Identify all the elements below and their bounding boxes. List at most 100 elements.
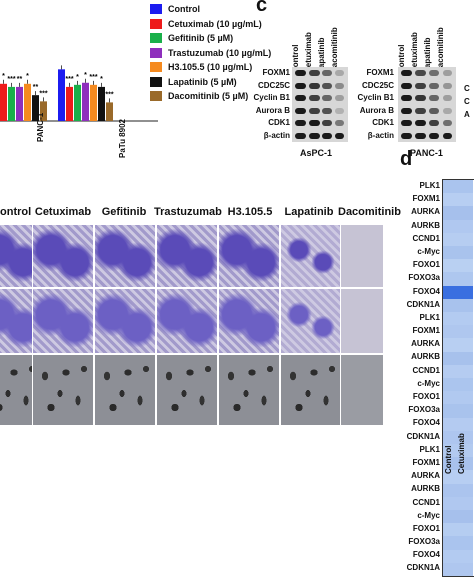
blot-row [398,117,456,130]
heatmap-cell [443,510,473,524]
gene-label: AURKB [411,484,440,494]
x-tick-patu8902: PaTu 8902 [118,119,127,158]
heatmap-cell [443,364,473,378]
heatmap-cell [443,338,473,352]
col-label-gefitinib: Gefitinib [101,206,147,218]
significance-mark: *** [65,76,73,83]
legend-item: H3.105.5 (10 µg/mL) [150,60,300,75]
bar-panc1-1 [0,83,7,121]
heatmap-cell [443,430,473,444]
gene-label: FOXO1 [412,523,440,533]
gene-label: FOXO4 [412,550,440,560]
bar-panc1-5 [32,95,39,121]
significance-mark: * [84,72,87,79]
gene-label: PLK1 [419,312,440,322]
heatmap-cell [443,246,473,260]
legend-item: Control [150,2,300,17]
protein-label: β-actin [367,130,394,140]
legend-item: Trastuzumab (10 µg/mL) [150,46,300,61]
legend-label: Gefitinib (5 µM) [168,33,234,44]
significance-mark: *** [89,74,97,81]
gene-label: FOXM1 [412,194,440,204]
gene-label: c-Myc [417,510,440,520]
heatmap-cell [443,325,473,339]
bar-panc1-2 [8,86,15,121]
legend-label: Lapatinib (5 µM) [168,76,237,87]
bar-patu8902-3 [82,82,89,121]
blot-row [292,104,348,117]
significance-mark: * [26,73,29,80]
microscopy-tile [280,354,342,426]
heatmap-cell [443,180,473,194]
significance-mark: ** [33,84,39,91]
legend-item: Lapatinib (5 µM) [150,75,300,90]
bar-panc1-6 [40,101,47,121]
col-label-lapatinib: Lapatinib [284,206,334,218]
heatmap-cell [443,523,473,537]
blot-row [398,129,456,142]
protein-label: Aurora B [255,105,290,115]
protein-label: CDC25C [257,80,290,90]
heatmap-cell [443,483,473,497]
legend-item: Dacomitinib (5 µM) [150,89,300,104]
heatmap-cell [443,285,473,299]
gene-label: PLK1 [419,444,440,454]
protein-label: FOXM1 [366,68,394,77]
gene-label: c-Myc [417,378,440,388]
heatmap-cell [443,219,473,233]
legend-swatch [150,33,162,44]
significance-mark: * [2,73,5,80]
legend-label: Trastuzumab (10 µg/mL) [168,47,272,58]
cutoff-label: C [464,84,470,93]
significance-mark: *** [39,90,47,97]
microscopy-tile [32,224,94,288]
blot-row [292,129,348,142]
col-label-h3105: H3.105.5 [227,206,273,218]
microscopy-grid [0,224,384,426]
microscopy-tile [32,354,94,426]
blot-row [398,92,456,105]
heatmap-cell [443,193,473,207]
blot1-image [292,67,348,142]
blot-row [292,92,348,105]
col-label-trastuzumab: Trastuzumab [154,206,222,218]
microscopy-tile [218,224,280,288]
protein-label: CDK1 [372,118,394,127]
col-label-control: ontrol [0,206,32,218]
legend-label: Cetuximab (10 µg/mL) [168,18,262,29]
microscopy-tile [156,354,218,426]
significance-mark: *** [105,91,113,98]
gene-label: AURKB [411,352,440,362]
heatmap-cell [443,496,473,510]
microscopy-tile [218,354,280,426]
x-tick-panc1: PANC-1 [36,112,45,142]
blot2-cell-line: PANC-1 [410,148,443,158]
gene-label: FOXO3a [408,273,440,283]
gene-label: PLK1 [419,181,440,190]
microscopy-tile [280,224,342,288]
microscopy-tile [340,224,384,288]
gene-label: FOXO4 [412,286,440,296]
legend-swatch [150,4,162,15]
legend-label: H3.105.5 (10 µg/mL) [168,62,253,73]
blot-row [398,104,456,117]
heatmap-cell [443,272,473,286]
microscopy-tile [156,224,218,288]
heatmap-cell [443,378,473,392]
microscopy-tile [218,288,280,354]
heatmap-cell [443,298,473,312]
blot-row [398,79,456,92]
bar-patu8902-1 [66,86,73,121]
bar-patu8902-4 [90,84,97,121]
heatmap-x-tick-cetuximab: Cetuximab [457,433,466,474]
protein-label: CDC25C [361,80,394,90]
microscopy-tile [156,288,218,354]
legend-label: Control [168,4,200,15]
heatmap-cell [443,457,473,471]
blot-row [398,67,456,80]
heatmap-cell [443,562,473,576]
protein-label: Cyclin B1 [357,93,394,102]
heatmap [442,179,474,577]
microscopy-tile [340,288,384,354]
legend-swatch [150,18,162,29]
